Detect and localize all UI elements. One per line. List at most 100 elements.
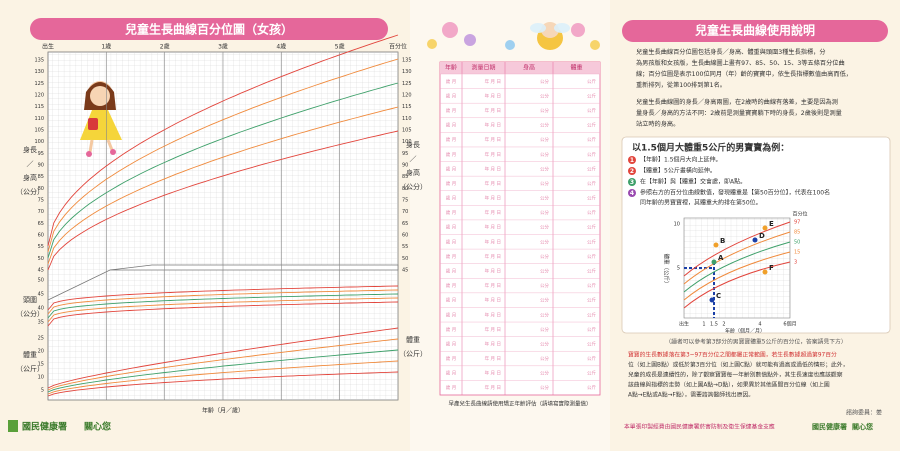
- height-curve: [47, 130, 399, 271]
- height-tick: 95: [402, 151, 408, 157]
- table-cell: 公斤: [587, 297, 596, 304]
- example-point: [711, 259, 717, 265]
- table-cell: 年 月 日: [485, 122, 501, 129]
- table-cell: 公分: [540, 224, 549, 231]
- weight-tick: 20: [38, 349, 44, 355]
- table-cell: 年 月 日: [485, 370, 501, 377]
- table-cell: 公分: [540, 92, 549, 99]
- table-cell: 年 月 日: [485, 180, 501, 187]
- logo: [8, 420, 18, 432]
- table-cell: 公斤: [587, 195, 596, 202]
- weight-axis-label: 體重: [23, 350, 37, 359]
- example-x-tick: 1.5: [710, 322, 718, 328]
- table-cell: 年 月 日: [485, 311, 501, 318]
- title-bar: [30, 18, 388, 40]
- table-cell: 公斤: [587, 224, 596, 231]
- step-line: 【體重】5公斤畫橫向延伸。: [640, 167, 716, 175]
- height-tick: 50: [38, 256, 44, 262]
- height-tick: 90: [402, 163, 408, 169]
- table-cell: 公分: [540, 340, 549, 347]
- example-point: [752, 237, 758, 243]
- head-curve: [47, 293, 399, 319]
- height-tick: 85: [402, 174, 408, 180]
- height-tick: 80: [402, 186, 408, 192]
- head-curve: [47, 297, 399, 323]
- step-badge: [628, 167, 636, 175]
- top-axis-label: 2歲: [160, 43, 170, 51]
- record-table: [439, 61, 601, 396]
- table-cell: 年 月 日: [485, 195, 501, 202]
- paragraph-line: 重新排列，從第100排到第1名。: [636, 81, 726, 89]
- table-cell: 公斤: [587, 209, 596, 216]
- table-cell: 年 月 日: [485, 253, 501, 260]
- height-tick: 100: [402, 139, 412, 145]
- table-cell: 公分: [540, 195, 549, 202]
- top-axis-label: 5歲: [335, 43, 345, 51]
- table-cell: 年 月 日: [485, 340, 501, 347]
- height-tick: 85: [38, 174, 44, 180]
- table-cell: 公斤: [587, 253, 596, 260]
- example-percentile: 97: [794, 220, 800, 226]
- table-cell: 歲 月: [446, 384, 456, 391]
- table-cell: 歲 月: [446, 224, 456, 231]
- table-cell: 歲 月: [446, 370, 456, 377]
- paragraph-line: 兒童生長曲線圖的身長／身高兩圖，在2歲時的曲線有落差，主要是因為測: [636, 98, 838, 106]
- height-tick: 45: [402, 268, 408, 274]
- height-tick: 120: [402, 93, 412, 99]
- table-header: 測量日期: [471, 64, 495, 72]
- table-cell: 歲 月: [446, 340, 456, 347]
- height-tick: 115: [34, 104, 44, 110]
- footer-org: 國民健康署: [22, 421, 67, 433]
- table-cell: 公斤: [587, 355, 596, 362]
- example-point: [713, 242, 719, 248]
- example-x-tick: 6個月: [783, 321, 796, 328]
- inset-divider: [47, 264, 399, 301]
- paragraph-line: 線；百分位圖是表示100位同月（年）齡的寶寶中，依生長指標數值由高而低，: [636, 70, 852, 78]
- height-tick: 65: [402, 221, 408, 227]
- example-percentile: 50: [794, 240, 800, 246]
- title-bar: [622, 20, 888, 42]
- table-cell: 年 月 日: [485, 297, 501, 304]
- example-point-label: F: [769, 264, 774, 272]
- top-axis-label: 3歲: [218, 43, 228, 51]
- table-cell: 歲 月: [446, 122, 456, 129]
- table-cell: 公斤: [587, 384, 596, 391]
- height-tick: 130: [402, 69, 412, 75]
- height-tick: 80: [38, 186, 44, 192]
- table-cell: 公分: [540, 384, 549, 391]
- example-percentile: 15: [794, 250, 800, 256]
- table-cell: 公分: [540, 253, 549, 260]
- table-cell: 歲 月: [446, 267, 456, 274]
- height-axis-label: 身高: [23, 173, 37, 182]
- table-cell: 公斤: [587, 165, 596, 172]
- example-point-label: D: [759, 232, 765, 240]
- paragraph-line: 站立時的身高。: [636, 120, 679, 128]
- percentile-label: 百分位: [389, 43, 407, 51]
- example-x-label: 年齡（個月／月）: [725, 328, 765, 335]
- weight-tick: 5: [41, 388, 44, 394]
- table-cell: 歲 月: [446, 282, 456, 289]
- table-cell: 公分: [540, 282, 549, 289]
- example-x-tick: 出生: [679, 321, 689, 328]
- height-tick: 75: [38, 198, 44, 204]
- table-cell: 公分: [540, 209, 549, 216]
- example-point-label: A: [718, 254, 724, 262]
- example-point-label: C: [716, 292, 721, 300]
- head-axis-label: 頭圍: [23, 296, 37, 304]
- example-curve: [683, 241, 791, 293]
- table-cell: 公斤: [587, 340, 596, 347]
- height-tick: 60: [38, 233, 44, 239]
- table-cell: 歲 月: [446, 165, 456, 172]
- table-cell: 歲 月: [446, 180, 456, 187]
- height-tick: 70: [402, 209, 408, 215]
- height-axis-label: （公分）: [399, 182, 427, 191]
- table-cell: 公斤: [587, 282, 596, 289]
- table-cell: 年 月 日: [485, 355, 501, 362]
- height-axis-label: （公分）: [16, 187, 44, 196]
- footer-org: 國民健康署: [812, 422, 847, 431]
- weight-tick: 15: [38, 362, 44, 368]
- height-tick: 135: [402, 58, 412, 64]
- table-cell: 公分: [540, 151, 549, 158]
- height-tick: 95: [38, 151, 44, 157]
